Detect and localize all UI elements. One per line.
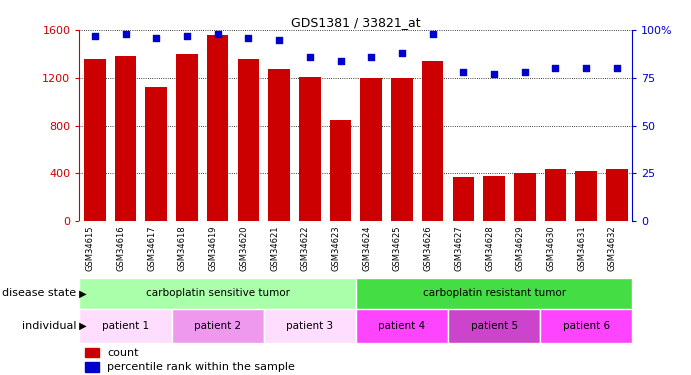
Text: ▶: ▶ bbox=[76, 321, 86, 331]
Text: GSM34629: GSM34629 bbox=[515, 226, 524, 271]
Bar bbox=[422, 61, 444, 221]
Text: GSM34617: GSM34617 bbox=[147, 226, 156, 272]
Bar bbox=[264, 309, 356, 343]
Text: patient 5: patient 5 bbox=[471, 321, 518, 331]
Bar bbox=[545, 169, 566, 221]
Text: patient 2: patient 2 bbox=[194, 321, 241, 331]
Bar bbox=[299, 76, 321, 221]
Bar bbox=[79, 278, 356, 309]
Text: GSM34622: GSM34622 bbox=[301, 226, 310, 271]
Bar bbox=[391, 78, 413, 221]
Bar bbox=[79, 309, 171, 343]
Bar bbox=[606, 169, 627, 221]
Text: carboplatin sensitive tumor: carboplatin sensitive tumor bbox=[146, 288, 290, 298]
Point bbox=[243, 34, 254, 40]
Point bbox=[489, 71, 500, 77]
Bar bbox=[115, 56, 136, 221]
Title: GDS1381 / 33821_at: GDS1381 / 33821_at bbox=[291, 16, 421, 29]
Bar bbox=[176, 54, 198, 221]
Point bbox=[458, 69, 469, 75]
Bar bbox=[330, 120, 351, 221]
Text: GSM34632: GSM34632 bbox=[608, 226, 617, 272]
Text: disease state: disease state bbox=[2, 288, 76, 298]
Bar bbox=[207, 35, 229, 221]
Text: GSM34615: GSM34615 bbox=[86, 226, 95, 271]
Point bbox=[550, 65, 561, 71]
Bar bbox=[448, 309, 540, 343]
Text: patient 4: patient 4 bbox=[379, 321, 426, 331]
Text: percentile rank within the sample: percentile rank within the sample bbox=[107, 362, 295, 372]
Point bbox=[304, 54, 315, 60]
Bar bbox=[85, 348, 99, 357]
Point bbox=[580, 65, 591, 71]
Text: GSM34624: GSM34624 bbox=[362, 226, 371, 271]
Bar bbox=[576, 171, 597, 221]
Point bbox=[182, 33, 193, 39]
Text: GSM34625: GSM34625 bbox=[393, 226, 402, 271]
Bar bbox=[268, 69, 290, 221]
Text: GSM34618: GSM34618 bbox=[178, 226, 187, 272]
Text: patient 1: patient 1 bbox=[102, 321, 149, 331]
Point bbox=[89, 33, 100, 39]
Bar bbox=[356, 309, 448, 343]
Text: patient 6: patient 6 bbox=[562, 321, 609, 331]
Point bbox=[274, 37, 285, 43]
Point bbox=[366, 54, 377, 60]
Text: GSM34627: GSM34627 bbox=[455, 226, 464, 272]
Bar bbox=[483, 176, 505, 221]
Point bbox=[612, 65, 623, 71]
Text: GSM34616: GSM34616 bbox=[117, 226, 126, 272]
Bar bbox=[453, 177, 474, 221]
Bar bbox=[356, 278, 632, 309]
Point bbox=[335, 58, 346, 64]
Text: carboplatin resistant tumor: carboplatin resistant tumor bbox=[422, 288, 566, 298]
Bar bbox=[171, 309, 264, 343]
Text: GSM34630: GSM34630 bbox=[547, 226, 556, 272]
Text: GSM34631: GSM34631 bbox=[577, 226, 586, 272]
Bar bbox=[361, 78, 382, 221]
Text: GSM34621: GSM34621 bbox=[270, 226, 279, 271]
Bar bbox=[540, 309, 632, 343]
Point bbox=[212, 31, 223, 37]
Text: GSM34628: GSM34628 bbox=[485, 226, 494, 272]
Point bbox=[427, 31, 438, 37]
Point bbox=[397, 50, 408, 56]
Point bbox=[519, 69, 530, 75]
Bar bbox=[238, 59, 259, 221]
Text: GSM34620: GSM34620 bbox=[239, 226, 248, 271]
Text: GSM34619: GSM34619 bbox=[209, 226, 218, 271]
Text: patient 3: patient 3 bbox=[286, 321, 333, 331]
Text: count: count bbox=[107, 348, 139, 358]
Point bbox=[151, 34, 162, 40]
Bar bbox=[84, 59, 106, 221]
Bar bbox=[146, 87, 167, 221]
Text: GSM34626: GSM34626 bbox=[424, 226, 433, 272]
Bar bbox=[85, 362, 99, 372]
Text: individual: individual bbox=[21, 321, 76, 331]
Bar bbox=[514, 173, 536, 221]
Text: ▶: ▶ bbox=[76, 288, 86, 298]
Text: GSM34623: GSM34623 bbox=[332, 226, 341, 272]
Point bbox=[120, 31, 131, 37]
